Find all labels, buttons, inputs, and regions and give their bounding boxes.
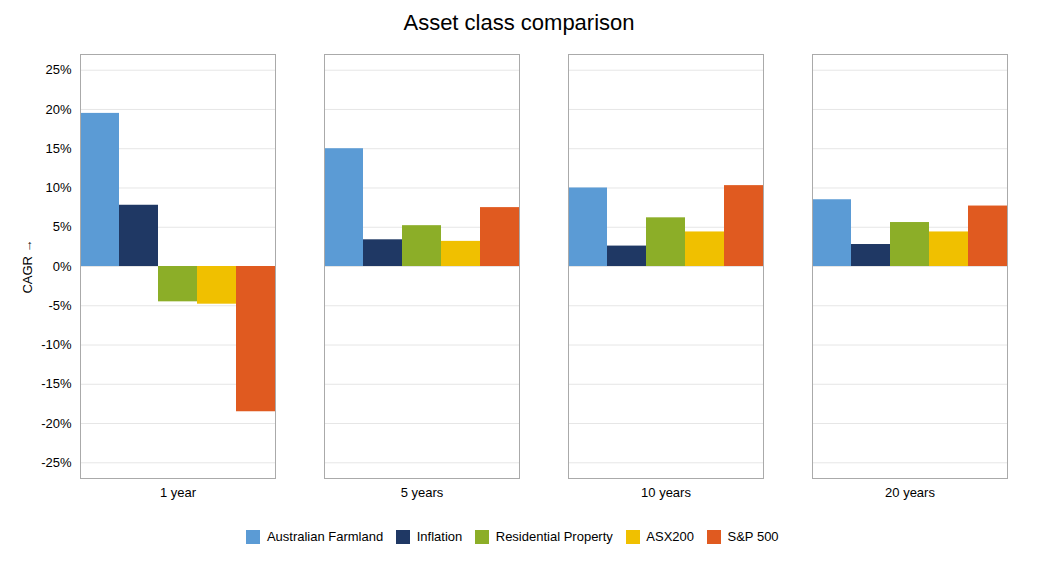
svg-text:0%: 0%	[53, 259, 72, 274]
html-text:Australian Farmland: Australian Farmland	[266, 529, 384, 544]
html-text:Inflation: Inflation	[416, 529, 463, 544]
svg-text:15%: 15%	[45, 141, 71, 156]
svg-text:5 years: 5 years	[401, 485, 444, 500]
html-text:ASX200: ASX200	[646, 529, 694, 544]
svg-text:-15%: -15%	[41, 376, 72, 391]
svg-text:-20%: -20%	[41, 416, 72, 431]
svg-text:-5%: -5%	[48, 298, 72, 313]
svg-text:CAGR →: CAGR →	[20, 239, 35, 293]
svg-text:10 years: 10 years	[641, 485, 691, 500]
svg-text:25%: 25%	[45, 62, 71, 77]
svg-text:1 year: 1 year	[160, 485, 197, 500]
svg-text:20 years: 20 years	[885, 485, 935, 500]
svg-text:5%: 5%	[53, 219, 72, 234]
html-text:Asset class comparison: Asset class comparison	[403, 10, 635, 35]
svg-text:20%: 20%	[45, 102, 71, 117]
svg-text:-10%: -10%	[41, 337, 72, 352]
svg-text:-25%: -25%	[41, 455, 72, 470]
html-text:Residential Property: Residential Property	[495, 529, 613, 544]
svg-text:10%: 10%	[45, 180, 71, 195]
html-text:S&P 500: S&P 500	[727, 529, 779, 544]
